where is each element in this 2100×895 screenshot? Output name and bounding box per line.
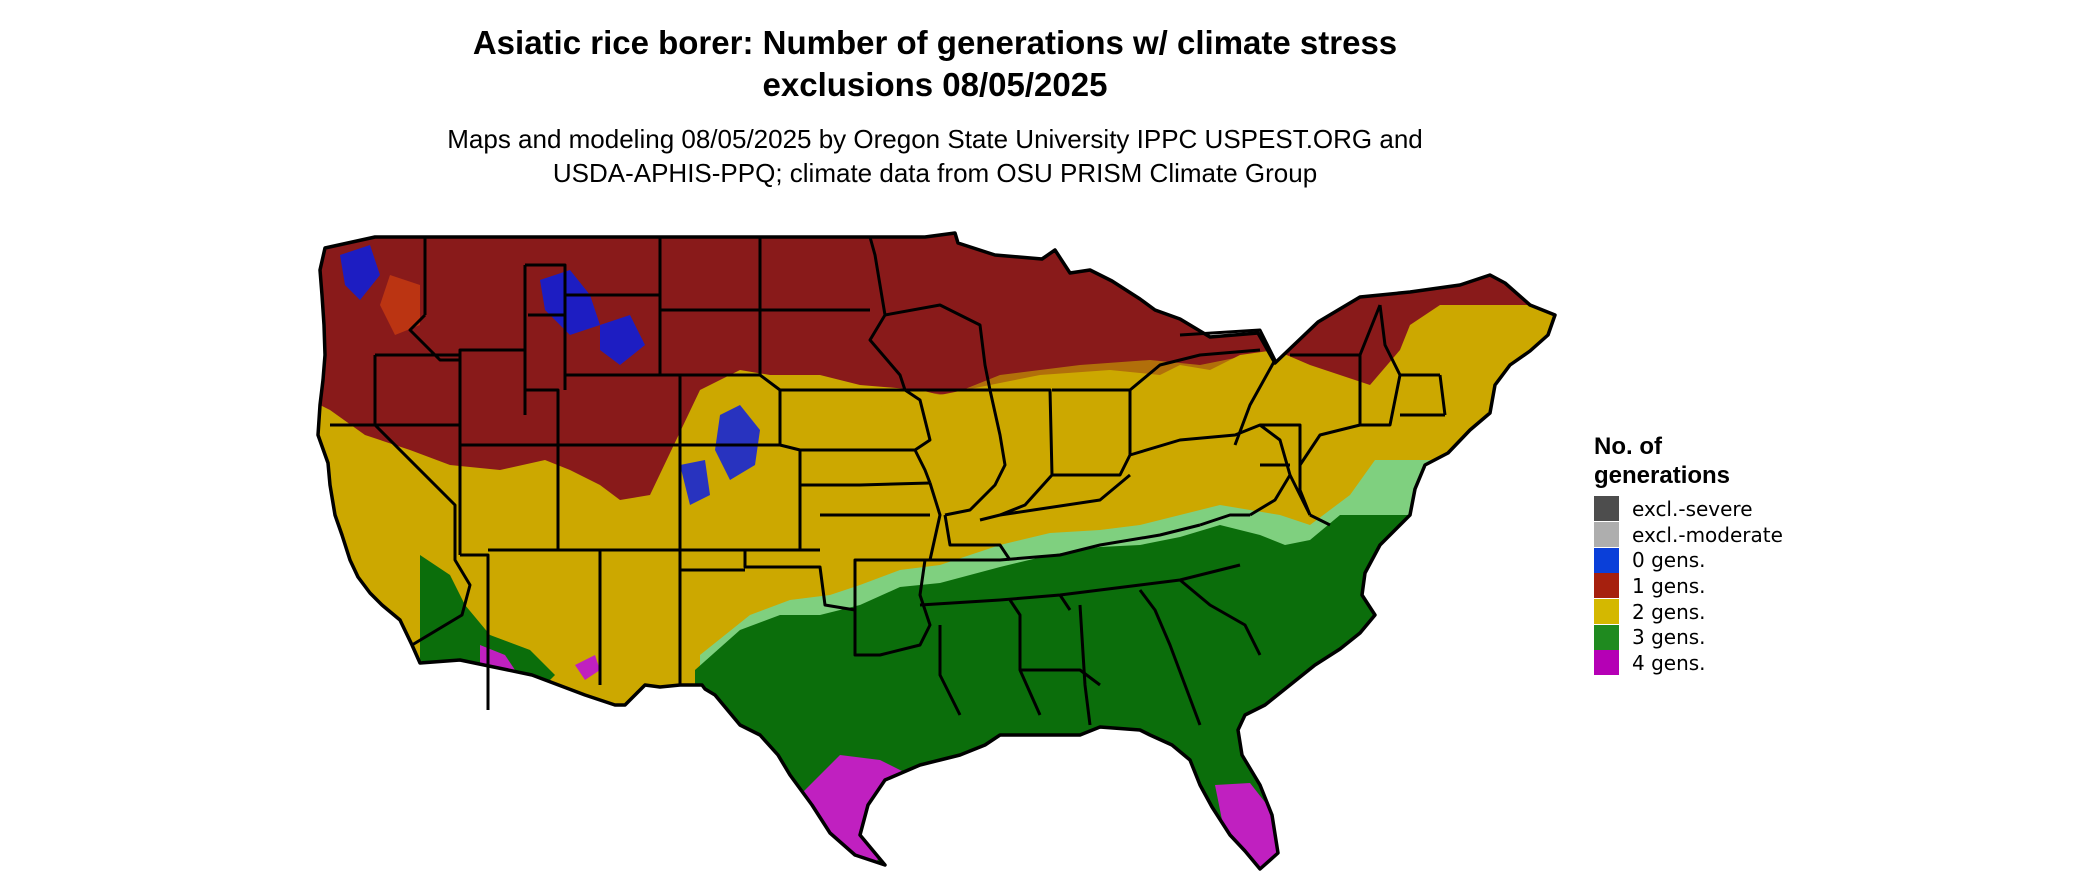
map-title-line-2: exclusions 08/05/2025 xyxy=(762,66,1108,103)
legend-label: 0 gens. xyxy=(1632,548,1706,573)
legend-item-4-gens: 4 gens. xyxy=(1594,650,1783,676)
zone-1-generations-rockies-bright xyxy=(380,275,420,335)
legend-title: No. of generations xyxy=(1594,432,1783,490)
zone-0-generations-wyoming xyxy=(600,315,645,365)
legend-item-excl-moderate: excl.-moderate xyxy=(1594,522,1783,548)
legend-label: excl.-severe xyxy=(1632,496,1753,521)
legend-swatch xyxy=(1594,624,1619,650)
zone-0-generations-colorado xyxy=(715,405,760,480)
legend-swatch xyxy=(1594,496,1619,522)
legend-label: 3 gens. xyxy=(1632,625,1706,650)
zone-4-generations-arizona xyxy=(575,655,600,680)
zone-0-generations-utah xyxy=(680,460,710,505)
map-title-line-1: Asiatic rice borer: Number of generation… xyxy=(472,24,1398,61)
zone-0-generations-washington xyxy=(340,245,380,300)
legend-title-line-1: No. of xyxy=(1594,433,1662,460)
state-borders xyxy=(316,231,1557,871)
zone-0-generations-rockies xyxy=(540,270,600,335)
legend-swatch xyxy=(1594,522,1619,548)
map-title: Asiatic rice borer: Number of generation… xyxy=(350,22,1520,106)
map-subtitle-line-1: Maps and modeling 08/05/2025 by Oregon S… xyxy=(447,124,1423,154)
legend: No. of generations excl.-severe excl.-mo… xyxy=(1594,432,1783,676)
map-subtitle-line-2: USDA-APHIS-PPQ; climate data from OSU PR… xyxy=(552,158,1318,188)
legend-item-3-gens: 3 gens. xyxy=(1594,624,1783,650)
legend-swatch xyxy=(1594,547,1619,573)
legend-item-excl-severe: excl.-severe xyxy=(1594,496,1783,522)
legend-item-1-gens: 1 gens. xyxy=(1594,573,1783,599)
legend-label: 1 gens. xyxy=(1632,573,1706,598)
us-generations-map xyxy=(316,231,1557,871)
zone-2-generations-southwest xyxy=(440,505,680,655)
legend-item-0-gens: 0 gens. xyxy=(1594,547,1783,573)
legend-item-2-gens: 2 gens. xyxy=(1594,599,1783,625)
legend-label: 4 gens. xyxy=(1632,650,1706,675)
map-subtitle: Maps and modeling 08/05/2025 by Oregon S… xyxy=(350,122,1520,190)
legend-swatch xyxy=(1594,599,1619,625)
legend-swatch xyxy=(1594,573,1619,599)
legend-title-line-2: generations xyxy=(1594,462,1731,489)
legend-label: excl.-moderate xyxy=(1632,522,1783,547)
generation-zones xyxy=(318,233,1555,869)
legend-label: 2 gens. xyxy=(1632,599,1706,624)
legend-swatch xyxy=(1594,650,1619,676)
